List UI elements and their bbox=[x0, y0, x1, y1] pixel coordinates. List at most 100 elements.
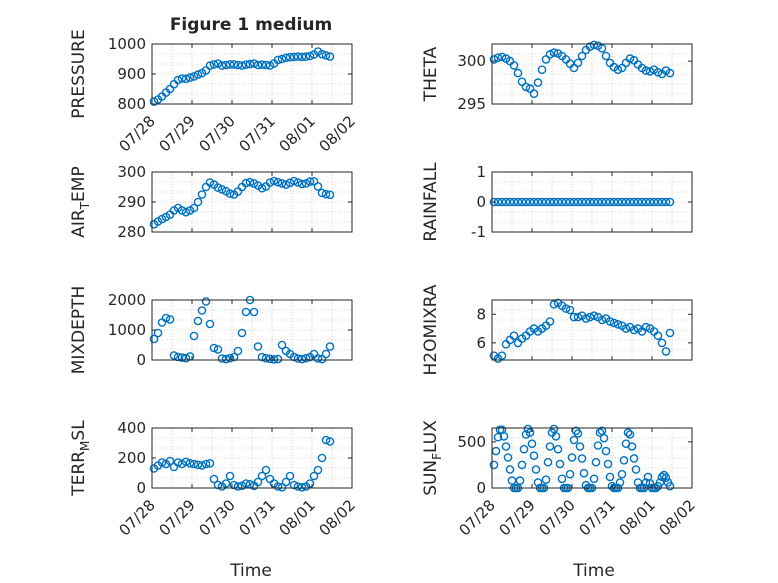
data-point bbox=[321, 349, 331, 359]
data-point bbox=[261, 353, 271, 363]
data-point bbox=[489, 460, 499, 470]
data-point bbox=[277, 340, 287, 350]
data-point bbox=[509, 331, 519, 341]
data-point bbox=[589, 40, 599, 50]
data-point bbox=[205, 61, 215, 70]
data-point bbox=[189, 459, 199, 469]
data-point bbox=[193, 460, 203, 470]
data-point bbox=[529, 197, 539, 207]
data-point bbox=[225, 60, 235, 69]
data-point bbox=[655, 478, 665, 487]
axes-box bbox=[491, 299, 693, 361]
data-point bbox=[241, 479, 251, 488]
data-point bbox=[241, 60, 251, 69]
data-point bbox=[657, 338, 667, 348]
data-point bbox=[241, 178, 251, 188]
data-point bbox=[549, 48, 559, 57]
data-point bbox=[221, 354, 231, 364]
data-point bbox=[541, 475, 551, 485]
data-point bbox=[557, 197, 567, 207]
y-tick-label: 1000 bbox=[108, 321, 146, 339]
data-point bbox=[505, 197, 515, 207]
data-point bbox=[569, 197, 579, 207]
data-point bbox=[233, 346, 243, 356]
data-point bbox=[551, 431, 561, 441]
data-point bbox=[285, 52, 295, 62]
y-tick-label: 1 bbox=[476, 163, 486, 181]
data-point bbox=[153, 328, 163, 338]
data-point bbox=[249, 307, 259, 317]
data-point bbox=[205, 319, 215, 329]
y-tick-label: 0 bbox=[476, 193, 486, 211]
data-point bbox=[621, 324, 631, 333]
data-point bbox=[613, 319, 623, 329]
data-point bbox=[499, 431, 509, 441]
subplot-2: 295 300 bbox=[457, 40, 693, 113]
data-point bbox=[567, 453, 577, 462]
data-point bbox=[293, 178, 303, 187]
y-tick-label: 290 bbox=[117, 193, 146, 211]
data-point bbox=[513, 197, 523, 207]
data-point bbox=[193, 197, 203, 207]
data-point bbox=[533, 478, 543, 487]
data-point bbox=[513, 68, 523, 78]
data-point bbox=[173, 75, 183, 85]
data-point bbox=[257, 352, 267, 362]
data-point bbox=[297, 179, 307, 189]
data-point bbox=[221, 60, 231, 70]
data-point bbox=[325, 52, 335, 61]
data-point bbox=[543, 457, 553, 467]
data-point bbox=[581, 314, 591, 323]
data-point bbox=[661, 473, 671, 483]
data-point bbox=[209, 60, 219, 69]
data-point bbox=[597, 315, 607, 325]
data-point bbox=[321, 51, 331, 60]
data-point bbox=[497, 52, 507, 62]
data-point bbox=[527, 439, 537, 449]
data-point bbox=[565, 469, 575, 479]
data-point bbox=[169, 351, 179, 360]
y-axis-label: RAINFALL bbox=[421, 162, 441, 242]
data-point bbox=[285, 471, 295, 481]
subplot-3: 280 290 300 bbox=[117, 163, 353, 241]
data-point bbox=[501, 442, 511, 451]
y-tick-label: 6 bbox=[476, 334, 486, 352]
data-point bbox=[593, 441, 603, 450]
axes-box bbox=[491, 43, 693, 105]
data-point bbox=[597, 44, 607, 53]
data-point bbox=[313, 465, 323, 475]
data-point bbox=[185, 458, 195, 468]
data-point bbox=[181, 353, 191, 363]
data-point bbox=[665, 197, 675, 207]
data-point bbox=[525, 197, 535, 207]
data-point bbox=[549, 197, 559, 207]
data-point bbox=[545, 197, 555, 207]
data-point bbox=[597, 197, 607, 207]
y-axis-label: THETA bbox=[421, 46, 441, 102]
data-point bbox=[607, 481, 617, 491]
data-point bbox=[173, 352, 183, 362]
data-point bbox=[489, 197, 499, 207]
data-point bbox=[225, 353, 235, 363]
y-tick-label: 300 bbox=[117, 163, 146, 181]
data-point bbox=[489, 55, 499, 64]
data-point bbox=[229, 352, 239, 362]
data-point bbox=[173, 458, 183, 467]
data-point bbox=[565, 305, 575, 315]
data-point bbox=[273, 177, 283, 187]
data-point bbox=[317, 49, 327, 59]
data-point bbox=[277, 179, 287, 188]
data-point bbox=[313, 182, 323, 191]
data-point bbox=[321, 189, 331, 199]
data-point bbox=[661, 347, 671, 356]
data-point bbox=[497, 197, 507, 207]
data-point bbox=[317, 453, 327, 463]
data-point bbox=[197, 461, 207, 470]
data-point bbox=[625, 54, 635, 63]
y-tick-label: 200 bbox=[117, 449, 146, 467]
data-point bbox=[605, 472, 615, 482]
data-point bbox=[545, 317, 555, 326]
y-tick-label: 2000 bbox=[108, 291, 146, 309]
data-point bbox=[573, 429, 583, 438]
data-point bbox=[221, 479, 231, 488]
